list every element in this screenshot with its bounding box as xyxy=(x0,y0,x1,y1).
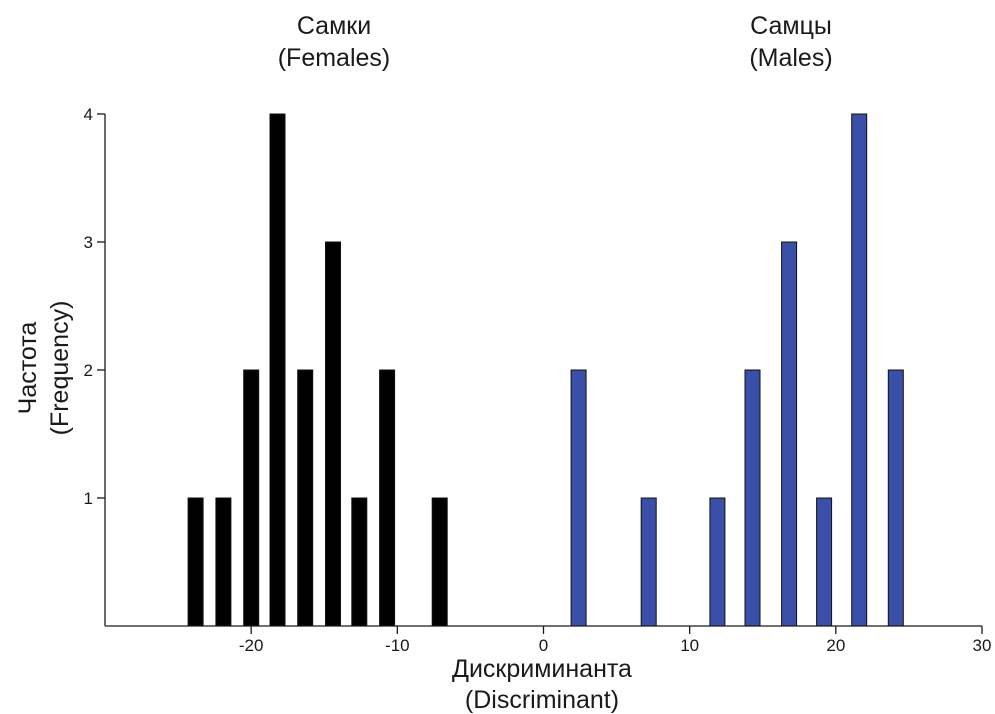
y-axis-label-line-2: (Frequency) xyxy=(46,301,74,436)
bar-series-0-6 xyxy=(351,497,368,627)
y-tick-label-2: 3 xyxy=(84,233,93,252)
x-tick-label-3: 10 xyxy=(680,636,699,655)
bar-series-1-6 xyxy=(851,113,868,627)
x-axis-label-line-1: Дискриминанта xyxy=(452,655,632,683)
group-label-females-line-2: (Females) xyxy=(278,44,391,72)
x-tick-label-2: 0 xyxy=(539,636,548,655)
bar-series-1-5 xyxy=(816,497,833,627)
bar-series-1-7 xyxy=(887,369,904,627)
bar-series-0-1 xyxy=(215,497,232,627)
bar-series-0-4 xyxy=(297,369,314,627)
x-tick-label-0: -20 xyxy=(239,636,264,655)
bar-series-0-8 xyxy=(431,497,448,627)
y-tick-label-3: 4 xyxy=(84,105,93,124)
bar-series-0-2 xyxy=(243,369,260,627)
x-axis-label-line-2: (Discriminant) xyxy=(465,686,619,714)
group-label-males-line-1: Самцы xyxy=(750,12,832,40)
y-tick-label-0: 1 xyxy=(84,489,93,508)
bar-series-1-1 xyxy=(640,497,657,627)
bar-series-0-3 xyxy=(269,113,286,627)
x-ticks: -20 -10 0 10 20 30 xyxy=(239,626,992,655)
bar-series-1-3 xyxy=(744,369,761,627)
y-axis-label: Частота (Frequency) xyxy=(14,301,74,436)
group-label-males-line-2: (Males) xyxy=(749,44,832,72)
group-label-females-line-1: Самки xyxy=(297,12,371,40)
bar-series-0-7 xyxy=(379,369,396,627)
y-ticks: 1 2 3 4 xyxy=(84,105,105,508)
x-tick-label-4: 20 xyxy=(826,636,845,655)
x-tick-label-5: 30 xyxy=(973,636,992,655)
y-axis-label-line-1: Частота xyxy=(14,322,42,415)
y-tick-label-1: 2 xyxy=(84,361,93,380)
bar-series-1-4 xyxy=(781,241,798,627)
bar-series-1-0 xyxy=(570,369,587,627)
bar-series-1-2 xyxy=(709,497,726,627)
bar-series-0-0 xyxy=(187,497,204,627)
x-tick-label-1: -10 xyxy=(385,636,410,655)
bar-series-0-5 xyxy=(325,241,341,627)
bars-layer xyxy=(187,113,904,627)
